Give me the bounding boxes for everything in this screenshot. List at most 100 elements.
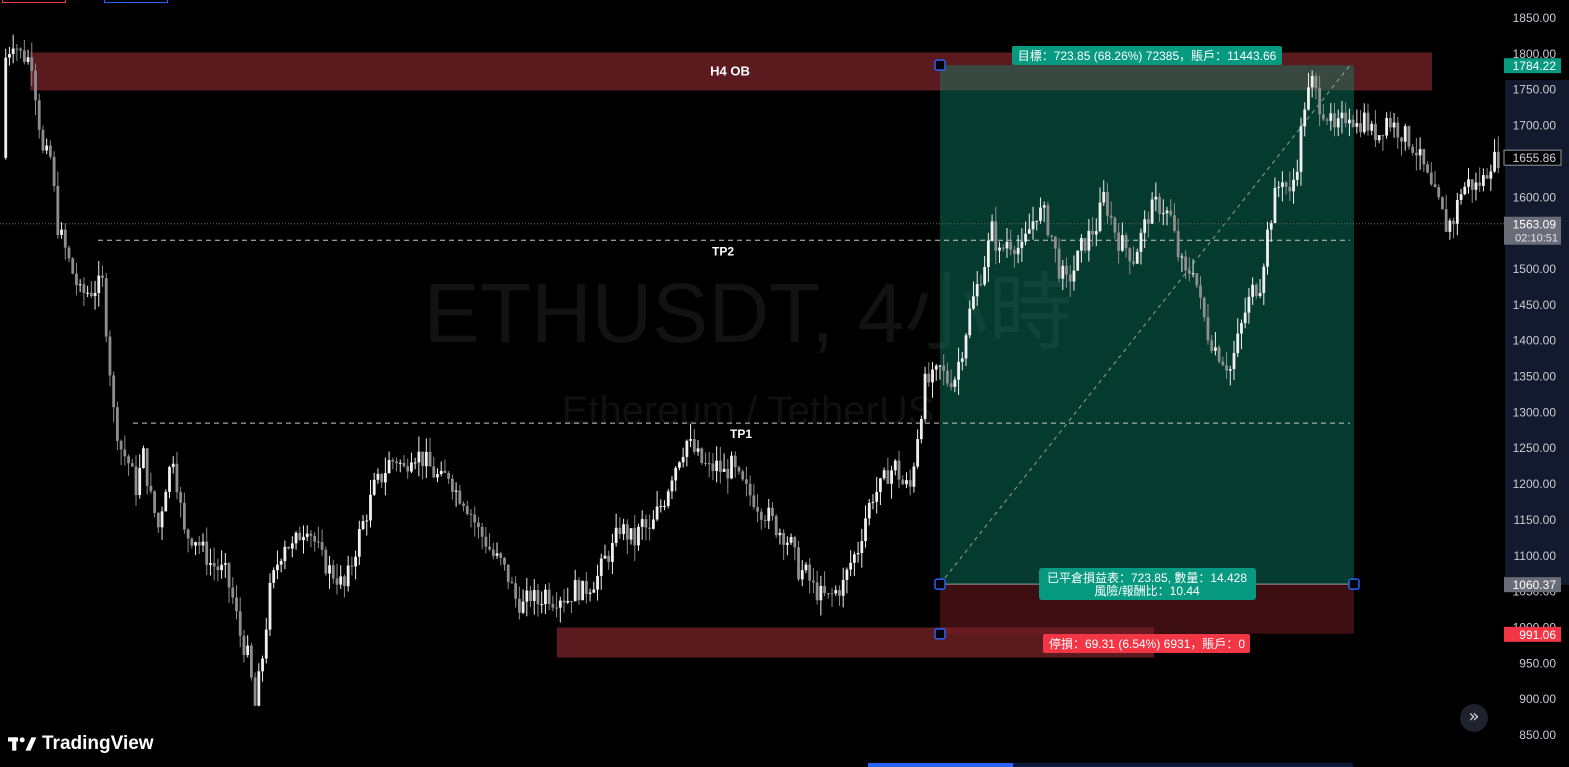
candle-body (1481, 175, 1485, 186)
candle-body (1347, 119, 1351, 124)
scroll-to-realtime-button[interactable]: » (1460, 704, 1488, 732)
candle-body (309, 533, 313, 536)
candle-body (223, 563, 227, 565)
candle-body (540, 604, 544, 606)
candle-body (320, 542, 324, 550)
candle-body (458, 490, 462, 504)
candle-body (1199, 285, 1202, 298)
candle-body (875, 491, 879, 502)
candle-body (860, 541, 864, 554)
candle-body (171, 463, 175, 468)
position-handle[interactable] (934, 628, 946, 640)
candle-body (1139, 232, 1143, 252)
candle-body (603, 555, 607, 559)
candle-body (990, 221, 994, 241)
candle-body (264, 629, 268, 659)
profit-area[interactable] (940, 65, 1354, 585)
candle-body (838, 590, 841, 596)
candle-body (1068, 274, 1072, 282)
candle-body (852, 554, 856, 563)
stop-label-box (1043, 634, 1250, 653)
time-scrollbar-thumb[interactable] (868, 763, 1013, 767)
candle-body (1448, 220, 1452, 232)
candle-body (1154, 196, 1158, 200)
candle-body (108, 336, 112, 376)
candle-body (168, 467, 171, 492)
candle-body (1135, 251, 1139, 264)
candle-body (1053, 236, 1057, 249)
candle-body (633, 528, 637, 546)
price-axis-tick: 1350.00 (1513, 370, 1557, 384)
candle-body (756, 507, 759, 512)
position-handle[interactable] (934, 59, 946, 71)
candle-body (1266, 229, 1269, 267)
candle-body (912, 466, 916, 487)
candle-body (205, 541, 209, 565)
candle-body (1374, 123, 1377, 141)
candle-body (1039, 207, 1042, 221)
candle-body (1314, 76, 1318, 89)
candle-body (1057, 248, 1061, 279)
target-label-box (1012, 46, 1282, 65)
candle-body (745, 479, 748, 484)
candle-body (1076, 250, 1080, 271)
top-red-stub (2, 0, 66, 3)
candle-body (1325, 119, 1329, 121)
candle-body (1013, 249, 1016, 255)
price-label-box (1504, 216, 1561, 245)
candle-body (1284, 182, 1288, 187)
long-position-tool[interactable] (934, 59, 1360, 640)
candle-body (417, 451, 421, 463)
candle-body (78, 284, 82, 286)
candle-body (112, 375, 116, 408)
candle-body (1418, 149, 1422, 156)
tradingview-logo-text: TradingView (42, 733, 154, 754)
candle-body (588, 592, 592, 594)
candle-body (357, 529, 361, 557)
candle-body (1176, 230, 1180, 258)
candle-body (115, 407, 119, 441)
price-label: 991.06 (1519, 628, 1556, 642)
candle-body (194, 542, 197, 546)
candle-body (339, 576, 343, 585)
candle-body (897, 460, 901, 480)
candle-body (1240, 323, 1243, 334)
candle-body (1295, 171, 1299, 180)
candle-body (1001, 247, 1005, 249)
price-axis[interactable]: 1850.001800.001750.001700.001650.001600.… (1503, 11, 1569, 742)
candle-body (343, 576, 346, 587)
price-label: 1784.22 (1513, 59, 1557, 73)
candle-body (227, 563, 231, 588)
candle-body (938, 365, 942, 367)
time-scrollbar-track[interactable] (868, 763, 1353, 767)
watermark-subtitle: Ethereum / TetherUS (562, 389, 935, 433)
candle-body (1489, 171, 1493, 179)
position-handle[interactable] (1348, 578, 1360, 590)
candle-body (421, 451, 424, 467)
candle-body (927, 373, 931, 383)
candle-body (1087, 230, 1091, 251)
candle-body (823, 585, 826, 594)
candle-body (130, 463, 134, 467)
candle-body (544, 589, 547, 605)
candle-body (681, 456, 685, 463)
candle-body (957, 361, 960, 380)
candle-body (841, 579, 845, 596)
tradingview-logo[interactable]: TradingView (8, 732, 154, 756)
candle-body (767, 507, 771, 521)
candle-body (663, 505, 666, 507)
candle-body (1184, 256, 1188, 271)
candle-body (119, 440, 123, 450)
candle-body (1150, 199, 1154, 224)
candle-body (718, 460, 722, 472)
candle-body (153, 491, 157, 513)
candle-body (447, 472, 451, 479)
candle-body (1128, 248, 1132, 262)
position-handle[interactable] (934, 578, 946, 590)
target-label: 目標：723.85 (68.26%) 72385，賬戶：11443.66 (1018, 49, 1277, 63)
candle-body (931, 369, 934, 383)
candle-body (711, 463, 715, 472)
candle-body (960, 358, 964, 362)
candle-body (942, 365, 946, 371)
